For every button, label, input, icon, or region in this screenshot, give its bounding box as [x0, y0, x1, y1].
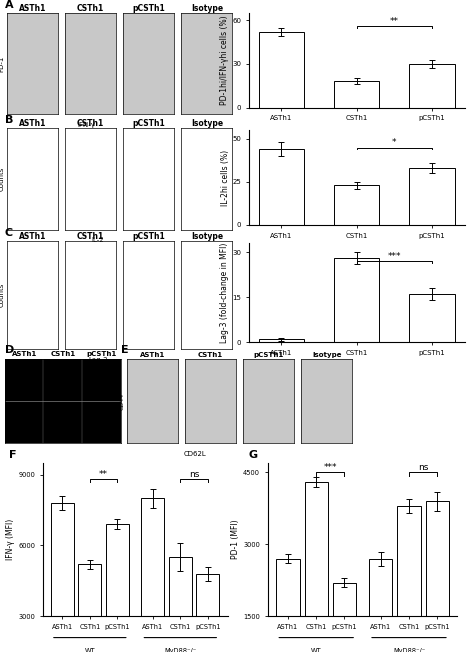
- Text: E: E: [121, 346, 128, 355]
- Text: ***: ***: [388, 252, 401, 261]
- Bar: [106, 524, 129, 652]
- Text: ns: ns: [189, 469, 199, 479]
- Title: Isotype: Isotype: [191, 4, 223, 13]
- Title: pCSTh1: pCSTh1: [132, 232, 165, 241]
- Text: WT: WT: [311, 648, 321, 652]
- Y-axis label: Counts: Counts: [0, 167, 4, 191]
- Title: ASTh1: ASTh1: [19, 119, 46, 128]
- Text: IFN-γ: IFN-γ: [77, 122, 95, 128]
- Title: ASTh1: ASTh1: [19, 232, 46, 241]
- Bar: [410, 168, 455, 225]
- Title: CSTh1: CSTh1: [198, 351, 223, 357]
- Title: Isotype: Isotype: [312, 351, 342, 357]
- Bar: [334, 258, 379, 342]
- Text: *: *: [392, 138, 397, 147]
- Text: ***: ***: [324, 462, 337, 471]
- Y-axis label: PD-1 (MFI): PD-1 (MFI): [231, 520, 240, 559]
- Bar: [426, 501, 449, 652]
- Title: pCSTh1: pCSTh1: [254, 351, 284, 357]
- Bar: [410, 64, 455, 108]
- Y-axis label: PD-1hi/IFN-γhi cells (%): PD-1hi/IFN-γhi cells (%): [220, 16, 229, 105]
- Text: MyD88⁻/⁻: MyD88⁻/⁻: [164, 648, 196, 652]
- Text: CSTh1: CSTh1: [50, 351, 75, 357]
- Y-axis label: Lag-3 (fold-change in MFI): Lag-3 (fold-change in MFI): [220, 243, 229, 343]
- Y-axis label: CD44: CD44: [119, 393, 124, 409]
- Text: B: B: [5, 115, 13, 125]
- Text: IL-2: IL-2: [91, 237, 104, 243]
- Title: CSTh1: CSTh1: [77, 4, 104, 13]
- Text: WT: WT: [84, 648, 95, 652]
- Text: **: **: [390, 16, 399, 25]
- Bar: [79, 564, 101, 652]
- Bar: [304, 482, 328, 652]
- Text: A: A: [5, 0, 13, 10]
- Title: pCSTh1: pCSTh1: [132, 119, 165, 128]
- Bar: [141, 498, 164, 652]
- Bar: [259, 32, 304, 108]
- Bar: [334, 82, 379, 108]
- Bar: [196, 574, 219, 652]
- Bar: [334, 185, 379, 225]
- Y-axis label: Counts: Counts: [0, 283, 4, 307]
- Y-axis label: IL-2hi cells (%): IL-2hi cells (%): [220, 149, 229, 206]
- Text: G: G: [249, 450, 258, 460]
- Text: ns: ns: [418, 462, 428, 471]
- Bar: [259, 339, 304, 342]
- Title: CSTh1: CSTh1: [77, 119, 104, 128]
- Title: Isotype: Isotype: [191, 119, 223, 128]
- Title: Isotype: Isotype: [191, 232, 223, 241]
- Bar: [333, 583, 356, 652]
- Text: C: C: [5, 228, 13, 238]
- Title: ASTh1: ASTh1: [140, 351, 165, 357]
- Bar: [397, 506, 421, 652]
- Title: pCSTh1: pCSTh1: [132, 4, 165, 13]
- Bar: [410, 294, 455, 342]
- Text: Lag-3: Lag-3: [88, 357, 108, 363]
- Text: CD62L: CD62L: [184, 451, 207, 457]
- Text: **: **: [99, 469, 108, 479]
- Y-axis label: IFN-γ (MFI): IFN-γ (MFI): [6, 519, 15, 560]
- Bar: [259, 149, 304, 225]
- Y-axis label: PD-1: PD-1: [0, 55, 4, 72]
- Bar: [369, 559, 392, 652]
- Text: pCSTh1: pCSTh1: [86, 351, 117, 357]
- Bar: [169, 557, 191, 652]
- Title: CSTh1: CSTh1: [77, 232, 104, 241]
- Bar: [51, 503, 74, 652]
- Text: MyD88⁻/⁻: MyD88⁻/⁻: [393, 648, 425, 652]
- Text: F: F: [9, 450, 17, 460]
- Title: ASTh1: ASTh1: [19, 4, 46, 13]
- Text: ASTh1: ASTh1: [11, 351, 36, 357]
- Bar: [276, 559, 300, 652]
- Text: D: D: [5, 346, 14, 355]
